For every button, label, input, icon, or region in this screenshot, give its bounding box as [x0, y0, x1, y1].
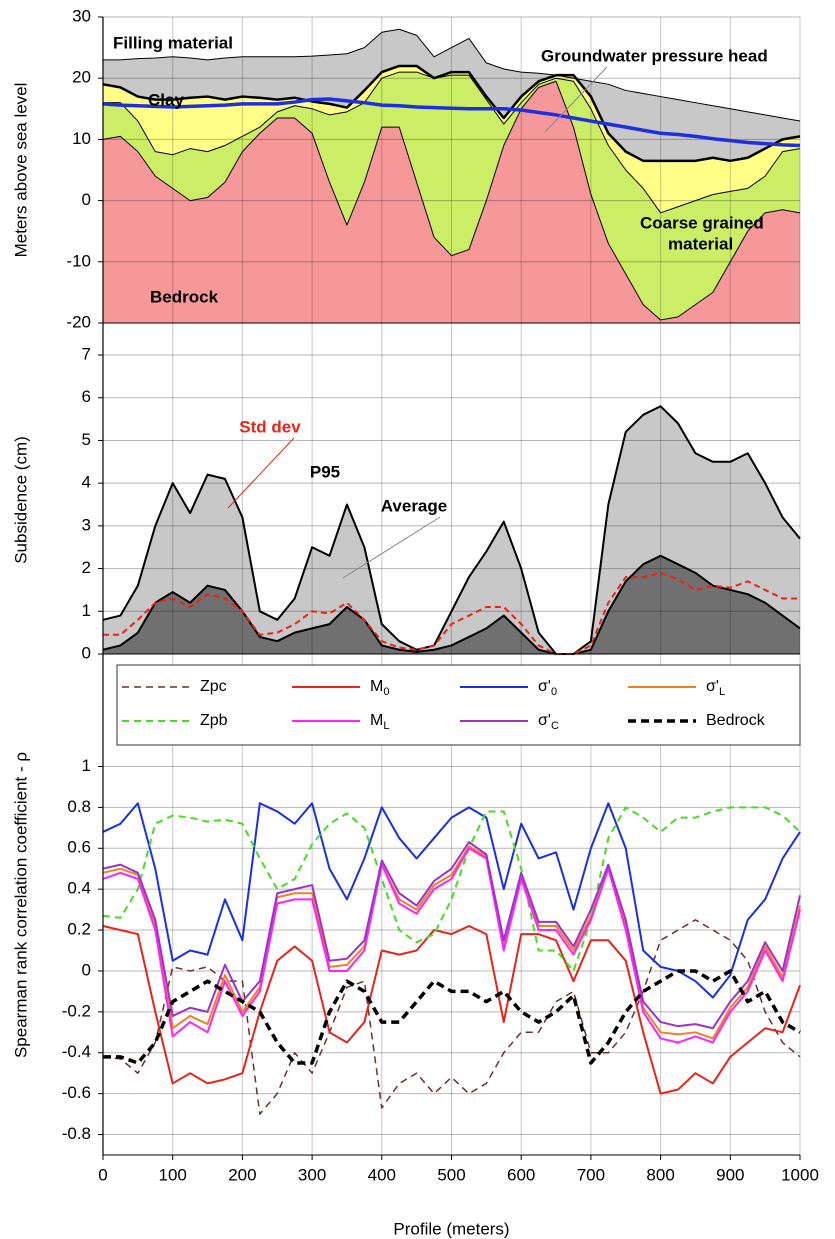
y-tick-label: 20	[72, 68, 91, 87]
annotation: Groundwater pressure head	[541, 46, 768, 65]
y-tick-label: -0.8	[62, 1124, 91, 1143]
legend-label: σ'L	[706, 678, 725, 698]
legend-name: σ'	[706, 678, 719, 695]
series-label: Std dev	[239, 417, 301, 436]
legend-label: Zpc	[200, 678, 227, 695]
x-tick-label: 300	[298, 1165, 326, 1184]
legend-subscript: L	[383, 720, 389, 732]
x-tick-label: 0	[98, 1165, 107, 1184]
y-axis-title: Meters above sea level	[11, 83, 30, 258]
y-tick-label: 6	[82, 387, 91, 406]
legend-label: Zpb	[200, 712, 228, 729]
y-tick-label: 3	[82, 515, 91, 534]
x-tick-label: 1000	[781, 1165, 819, 1184]
y-tick-label: 30	[72, 6, 91, 25]
y-tick-label: -0.4	[62, 1042, 91, 1061]
y-tick-label: -0.2	[62, 1001, 91, 1020]
y-tick-label: 0.8	[67, 797, 91, 816]
panel: 0 1 2 3 4 5 6 7 Subsidence (cm) P95 Average Std dev	[11, 323, 801, 662]
y-tick-label: -0.6	[62, 1083, 91, 1102]
x-tick-label: 200	[228, 1165, 256, 1184]
leader-line	[544, 66, 608, 133]
y-tick-label: 0.2	[67, 920, 91, 939]
legend-name: M	[370, 712, 383, 729]
y-tick-label: 0	[82, 960, 91, 979]
legend-name: Zpc	[200, 678, 227, 695]
y-axis-title: Spearman rank correlation coefficient - …	[11, 752, 30, 1058]
series-line	[102, 64, 801, 163]
legend-subscript: 0	[383, 686, 389, 698]
series-line	[102, 845, 801, 1040]
legend-name: Zpb	[200, 712, 228, 729]
panel: -0.8 -0.6 -0.4 -0.2 0 0.2 0.4 0.6 0.8 1 0 100 200 300…	[11, 654, 819, 1238]
y-tick-label: 1	[82, 756, 91, 775]
series-line	[102, 405, 801, 655]
legend-subscript: 0	[551, 686, 557, 698]
series-line	[103, 571, 800, 655]
y-tick-label: 10	[72, 129, 91, 148]
series-label: P95	[310, 462, 340, 481]
x-tick-label: 800	[646, 1165, 674, 1184]
x-tick-label: 700	[577, 1165, 605, 1184]
y-tick-label: -20	[66, 312, 91, 331]
y-tick-label: 0.6	[67, 838, 91, 857]
series-line	[102, 841, 801, 1030]
legend-name: Bedrock	[706, 712, 766, 729]
series-line	[102, 97, 801, 148]
series-line	[102, 919, 801, 1115]
legend-subscript: L	[719, 686, 725, 698]
series-label: Average	[381, 496, 447, 515]
x-axis-title: Profile (meters)	[393, 1219, 509, 1238]
series-area	[103, 72, 800, 320]
legend-name: σ'	[538, 712, 551, 729]
legend-name: σ'	[538, 678, 551, 695]
legend-label: M0	[370, 678, 389, 698]
y-tick-label: -10	[66, 251, 91, 270]
annotation: Bedrock	[150, 287, 219, 306]
legend-label: ML	[370, 712, 389, 732]
annotation: material	[668, 234, 733, 253]
series-line	[102, 806, 801, 972]
series-line	[102, 924, 801, 1095]
y-tick-label: 0.4	[67, 879, 91, 898]
legend-box	[116, 664, 801, 746]
x-tick-label: 100	[159, 1165, 187, 1184]
y-tick-label: 0	[82, 190, 91, 209]
leader-line	[342, 516, 441, 579]
series-line	[102, 847, 801, 1044]
y-tick-label: 7	[82, 345, 91, 364]
y-axis-title: Subsidence (cm)	[11, 436, 30, 564]
series-line	[103, 969, 801, 1065]
series-area	[103, 81, 800, 323]
series-line	[102, 80, 801, 321]
series-line	[103, 71, 801, 214]
legend-label: σ'0	[538, 678, 557, 698]
x-tick-label: 500	[437, 1165, 465, 1184]
annotation: Clay	[148, 90, 184, 109]
series-line	[103, 28, 801, 122]
legend-label: σ'C	[538, 712, 559, 732]
y-tick-label: 4	[82, 473, 91, 492]
annotation: Filling material	[113, 33, 233, 52]
panel: -20 -10 0 10 20 30 Meters above sea level Filli…	[11, 6, 801, 331]
series-area	[103, 555, 800, 654]
series-line	[102, 802, 801, 999]
annotation: Coarse grained	[640, 213, 764, 232]
legend-name: M	[370, 678, 383, 695]
leader-line	[227, 437, 295, 509]
y-tick-label: 0	[82, 643, 91, 662]
legend-label: Bedrock	[706, 712, 766, 729]
series-line	[102, 554, 801, 655]
y-tick-label: 1	[82, 601, 91, 620]
x-tick-label: 900	[716, 1165, 744, 1184]
y-tick-label: 5	[82, 430, 91, 449]
y-tick-label: 2	[82, 558, 91, 577]
legend-subscript: C	[551, 720, 559, 732]
x-tick-label: 400	[368, 1165, 396, 1184]
x-tick-label: 600	[507, 1165, 535, 1184]
